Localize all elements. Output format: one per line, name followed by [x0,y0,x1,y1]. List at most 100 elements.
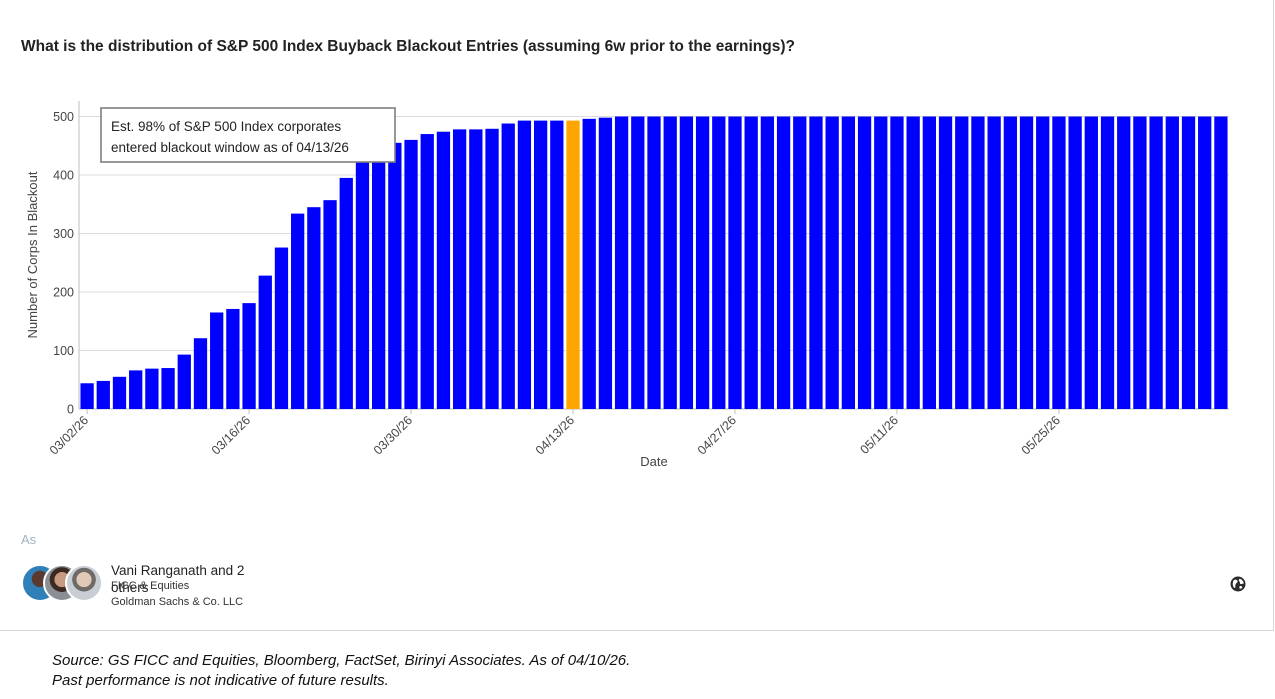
bar [193,338,208,409]
source-note: Source: GS FICC and Equities, Bloomberg,… [52,651,630,691]
y-tick-label: 300 [53,227,74,241]
bar [614,116,629,409]
bar [404,139,418,409]
bar [890,116,904,409]
bar [210,312,224,409]
y-tick-label: 100 [53,344,74,358]
author-avatars[interactable] [21,564,103,606]
bar [971,116,985,409]
bar [485,128,499,410]
bar [1133,116,1147,409]
bar [841,116,856,409]
bar [1036,116,1050,409]
x-tick-label: 03/16/26 [209,413,253,457]
author-name[interactable]: Vani Ranganath and 2 others [111,563,245,595]
bar [760,116,775,409]
chart-title: What is the distribution of S&P 500 Inde… [21,38,795,55]
source-line-2: Past performance is not indicative of fu… [52,672,389,689]
bar [679,116,694,409]
avatar[interactable] [65,564,103,602]
bar [598,117,613,410]
bar [96,380,110,409]
bar [1052,116,1066,409]
bar [906,116,920,409]
bar [323,200,337,409]
bar [355,159,370,409]
bar [631,116,645,409]
bar [809,116,823,409]
bar [647,116,661,409]
source-line-1: Source: GS FICC and Equities, Bloomberg,… [52,652,631,669]
bar [388,142,402,409]
x-tick-label: 05/25/26 [1019,413,1063,457]
bar [145,368,159,409]
bar [1117,116,1131,409]
bar [517,120,532,409]
x-tick-label: 03/30/26 [371,413,415,457]
x-tick-label: 04/27/26 [695,413,739,457]
bar [793,116,807,409]
bar [1019,116,1034,409]
author-firm: Goldman Sachs & Co. LLC [111,596,244,608]
x-tick-label: 05/11/26 [857,413,901,457]
globe-icon[interactable] [1229,575,1247,593]
bar [420,134,434,410]
annotation-line-2: entered blackout window as of 04/13/26 [111,140,349,155]
bar [242,303,256,409]
y-tick-label: 200 [53,286,74,300]
bar [436,131,451,409]
x-axis-label: Date [640,454,667,469]
bar [161,368,175,409]
bar [533,120,548,409]
author-department: FICC & Equities [111,580,190,592]
annotation-line-1: Est. 98% of S&P 500 Index corporates [111,119,341,134]
annotation-box: Est. 98% of S&P 500 Index corporates ent… [100,107,396,163]
bar [663,116,677,409]
bar [955,116,969,409]
bar [776,116,791,409]
bar [874,116,888,409]
bar [1198,116,1212,409]
bar [1149,116,1163,409]
y-tick-label: 400 [53,169,74,183]
bar [550,120,564,409]
y-tick-label: 0 [67,403,74,417]
bar [129,370,143,409]
bar [307,207,321,409]
x-tick-label: 04/13/26 [533,413,577,457]
bar [258,275,272,409]
bar [226,308,240,409]
bar [922,116,936,409]
bar [1068,116,1082,409]
bar [1214,116,1228,409]
bar [825,116,839,409]
bar [695,116,710,409]
bar [987,116,1001,409]
bar [1084,116,1098,409]
bar [452,129,467,409]
bar [582,118,596,409]
bar [112,376,127,409]
bar [1165,116,1179,409]
bar [501,123,515,410]
bar [469,129,483,409]
bar-highlight [566,120,580,409]
x-tick-label: 03/02/26 [47,413,91,457]
bars [80,116,1228,410]
bar [339,177,353,409]
bar [938,116,953,409]
bar [857,116,872,409]
bar [177,354,191,409]
bar [274,247,289,409]
bar-chart: 0 100 200 300 400 500 03/02/26 03/16/26 03/30/26… [25,101,1229,469]
as-of-label: As [21,532,37,547]
bar [728,116,742,409]
y-tick-label: 500 [53,110,74,124]
y-axis-label: Number of Corps In Blackout [25,171,40,338]
bar [80,383,94,409]
bar [1003,116,1017,409]
bar [712,116,726,409]
bar [1181,116,1196,409]
bar [372,143,386,409]
chart-card: What is the distribution of S&P 500 Inde… [0,0,1274,631]
